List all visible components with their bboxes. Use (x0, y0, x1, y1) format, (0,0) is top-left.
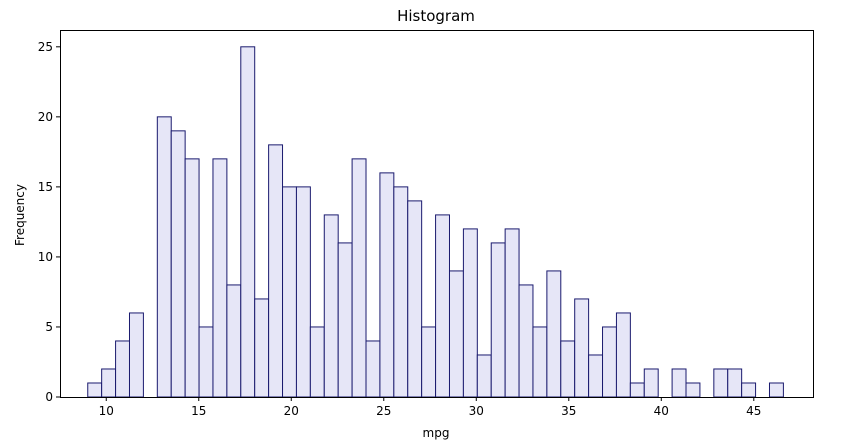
histogram-bar (448, 270, 464, 398)
x-tick-label: 35 (561, 404, 576, 418)
histogram-bar (421, 326, 437, 398)
histogram-bar (671, 368, 687, 398)
y-tick-label: 20 (38, 110, 53, 124)
histogram-bar (115, 340, 130, 398)
bars-group (87, 46, 784, 398)
histogram-bar (407, 200, 423, 398)
histogram-bar (768, 382, 784, 398)
histogram-bar (476, 354, 492, 398)
histogram-bar (240, 46, 256, 398)
histogram-bar (490, 242, 506, 398)
histogram-bar (643, 368, 659, 398)
y-tick-label: 25 (38, 40, 53, 54)
x-axis-title: mpg (423, 426, 450, 440)
chart-title: Histogram (397, 7, 475, 25)
histogram-bar (727, 368, 743, 398)
y-axis: 0 5 10 15 20 25 (38, 40, 60, 404)
histogram-bar (128, 312, 144, 398)
histogram-bar (588, 354, 604, 398)
histogram-bar (532, 326, 548, 398)
x-tick-label: 40 (654, 404, 669, 418)
histogram-bar (629, 382, 645, 398)
histogram-bar (212, 158, 228, 398)
histogram-bar (685, 382, 701, 398)
histogram-bar (602, 326, 617, 398)
histogram-bar (518, 284, 534, 398)
x-axis: 10 15 20 25 30 35 40 45 (99, 397, 761, 418)
histogram-bar (184, 158, 200, 398)
y-tick-label: 0 (45, 390, 53, 404)
y-tick-label: 5 (45, 320, 53, 334)
x-tick-label: 15 (191, 404, 206, 418)
histogram-bar (309, 326, 325, 398)
histogram-bar (254, 298, 270, 398)
histogram-bar (615, 312, 631, 398)
histogram-bar (156, 116, 172, 398)
x-tick-label: 20 (284, 404, 299, 418)
histogram-bar (462, 228, 478, 398)
histogram-bar (198, 326, 214, 398)
histogram-bar (365, 340, 381, 398)
histogram-bar (504, 228, 520, 398)
histogram-bar (87, 382, 103, 398)
y-tick-label: 15 (38, 180, 53, 194)
histogram-bar (282, 186, 297, 398)
x-tick-label: 25 (376, 404, 391, 418)
histogram-bar (560, 340, 576, 398)
x-tick-label: 30 (469, 404, 484, 418)
y-tick-label: 10 (38, 250, 53, 264)
histogram-bar (226, 284, 242, 398)
y-axis-title: Frequency (13, 184, 27, 246)
histogram-bar (574, 298, 590, 398)
histogram-bar (435, 214, 450, 398)
histogram-bar (351, 158, 367, 398)
x-tick-label: 45 (746, 404, 761, 418)
histogram-bar (713, 368, 729, 398)
histogram-bar (546, 270, 562, 398)
histogram-bar (170, 130, 186, 398)
histogram-bar (101, 368, 117, 398)
histogram-bar (393, 186, 409, 398)
plot-frame (60, 30, 814, 398)
histogram-bar (337, 242, 353, 398)
histogram-bar (379, 172, 395, 398)
histogram-bar (323, 214, 339, 398)
x-tick-label: 10 (99, 404, 114, 418)
histogram-bar (268, 144, 284, 398)
histogram-bar (295, 186, 311, 398)
histogram-bar (741, 382, 757, 398)
